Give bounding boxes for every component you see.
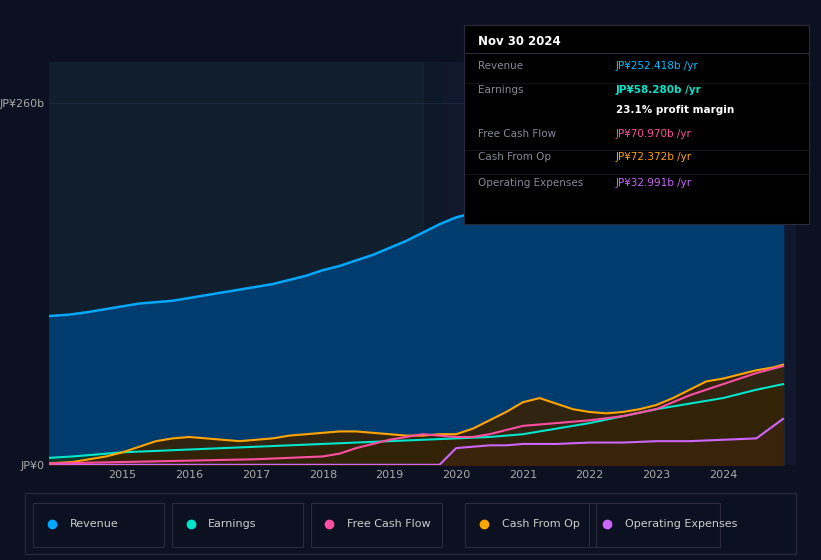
Bar xyxy=(49,62,423,465)
Text: Revenue: Revenue xyxy=(70,519,118,529)
Text: Operating Expenses: Operating Expenses xyxy=(625,519,737,529)
Text: Cash From Op: Cash From Op xyxy=(478,152,551,162)
Bar xyxy=(443,62,796,465)
Text: Free Cash Flow: Free Cash Flow xyxy=(478,129,556,138)
Text: JP¥32.991b /yr: JP¥32.991b /yr xyxy=(616,178,692,188)
Text: JP¥58.280b /yr: JP¥58.280b /yr xyxy=(616,85,701,95)
Text: Operating Expenses: Operating Expenses xyxy=(478,178,583,188)
Text: Revenue: Revenue xyxy=(478,61,523,71)
Text: Earnings: Earnings xyxy=(209,519,257,529)
Text: Cash From Op: Cash From Op xyxy=(502,519,580,529)
Text: JP¥70.970b /yr: JP¥70.970b /yr xyxy=(616,129,691,138)
Text: Earnings: Earnings xyxy=(478,85,523,95)
Text: Nov 30 2024: Nov 30 2024 xyxy=(478,35,561,48)
Text: JP¥252.418b /yr: JP¥252.418b /yr xyxy=(616,61,699,71)
Text: 23.1% profit margin: 23.1% profit margin xyxy=(616,105,734,115)
Text: JP¥72.372b /yr: JP¥72.372b /yr xyxy=(616,152,692,162)
Text: Free Cash Flow: Free Cash Flow xyxy=(347,519,431,529)
